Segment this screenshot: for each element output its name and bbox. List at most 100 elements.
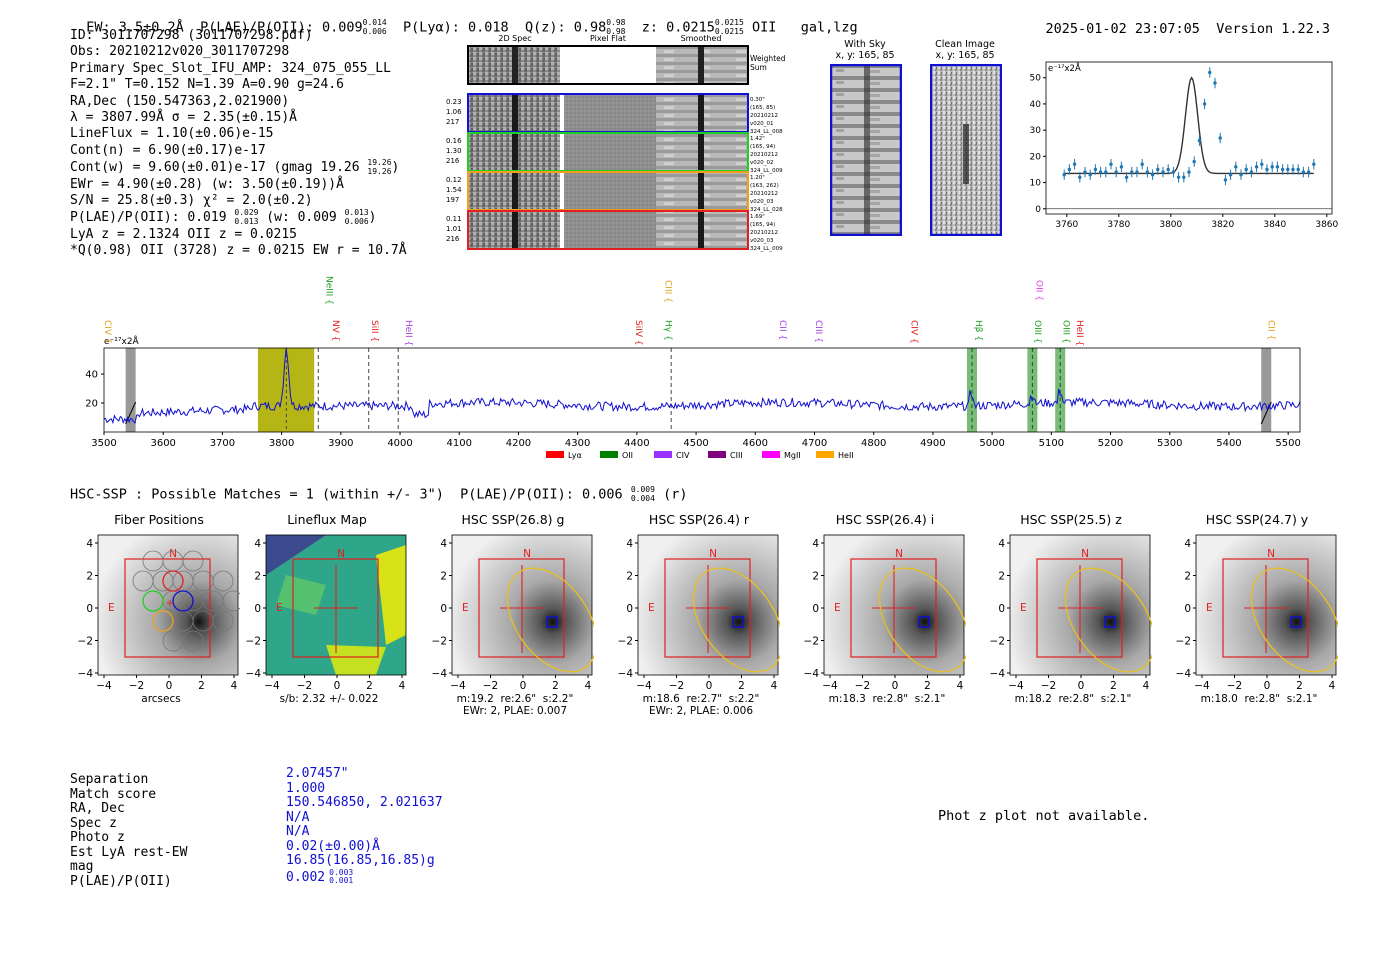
- y-tick-label: 20: [1030, 152, 1042, 162]
- line-marker-label: NV {: [330, 320, 340, 341]
- x-tick-label: 2: [198, 680, 205, 692]
- zoom-data-point: [1078, 172, 1082, 183]
- line-marker-label: SiII {: [369, 320, 379, 342]
- y-tick-label: 2: [86, 571, 93, 583]
- cutout-left-value: 197: [446, 196, 459, 204]
- spectrum-axes: [103, 347, 1301, 433]
- y-tick-label: 4: [440, 538, 447, 550]
- cutout-row: 0.12 1.54 197 1.20" (163, 262) 20210212 v020_0…: [446, 171, 783, 213]
- x-tick-label: 4800: [861, 438, 886, 449]
- y-tick-label: 0: [86, 603, 93, 615]
- cutout-right-value: (165, 85): [750, 105, 775, 111]
- legend-item: Lyα: [546, 451, 582, 460]
- hsc-image: 4 2 0 −2 −4−4 −2 0 2 4 N E: [1176, 534, 1342, 692]
- cutout-right-value: v020_02: [750, 160, 774, 166]
- x-tick-label: 4100: [447, 438, 472, 449]
- y-tick-label: 2: [812, 571, 819, 583]
- cutout-left-value: 216: [446, 157, 460, 165]
- zoom-data-point: [1156, 164, 1160, 175]
- x-tick-label: 3500: [91, 438, 116, 449]
- info-primary: Primary Spec_Slot_IFU_AMP: 324_075_055_L…: [70, 60, 391, 76]
- zoom-data-point: [1301, 166, 1306, 178]
- hsc-image: 4 2 0 −2 −4−4 −2 0 2 4 N E: [246, 534, 407, 692]
- x-tick-label: −4: [822, 680, 838, 692]
- hsc-caption: m:18.6 re:2.7" s:2.2": [642, 693, 760, 705]
- cutout-right-value: 1.42": [750, 136, 765, 142]
- x-tick-label: 4400: [624, 438, 649, 449]
- y-tick-label: 40: [1030, 100, 1042, 110]
- north-label: N: [895, 548, 903, 560]
- zoom-data-point: [1265, 164, 1269, 175]
- cutout-right-value: (165, 94): [750, 144, 775, 150]
- line-marker-label: CIII {: [813, 320, 823, 343]
- x-tick-label: −4: [1008, 680, 1024, 692]
- match-label: Match score: [70, 786, 157, 802]
- east-label: E: [108, 602, 115, 614]
- x-tick-label: 4000: [387, 438, 412, 449]
- timestamp: 2025-01-02 23:07:05: [1045, 21, 1200, 37]
- y-tick-label: 4: [812, 538, 819, 550]
- x-tick-label: 3800: [269, 438, 294, 449]
- info-radec: RA,Dec (150.547363,2.021900): [70, 93, 290, 109]
- x-tick-label: 3780: [1107, 220, 1130, 230]
- cutout-right-value: 20210212: [750, 191, 778, 197]
- legend-item: OII: [600, 451, 633, 460]
- line-marker-label: CIII {: [663, 280, 673, 303]
- line-marker-label: CII {: [1265, 320, 1275, 340]
- cutout-left-value: 0.11: [446, 215, 462, 223]
- hsc-image: 4 2 0 −2 −4−4 −2 0 2 4 N E: [804, 534, 970, 692]
- line-marker-label: CIV {: [908, 320, 918, 344]
- cutout-right-value: 324_LL_009: [750, 168, 783, 174]
- zoom-data-point: [1135, 166, 1139, 178]
- y-tick-label: −2: [804, 636, 819, 648]
- info-contn: Cont(n) = 6.90(±0.17)e-17: [70, 142, 266, 158]
- info-ewr: EWr = 4.90(±0.28) (w: 3.50(±0.19))Å: [70, 176, 344, 192]
- match-value: 0.02(±0.00)Å: [286, 838, 380, 854]
- x-tick-label: 0: [1264, 680, 1271, 692]
- zoom-data-point: [1104, 166, 1108, 178]
- weighted-label: Weighted Sum: [750, 54, 786, 72]
- east-label: E: [1020, 602, 1027, 614]
- zoom-data-point: [1192, 156, 1196, 167]
- zoom-data-point: [1093, 164, 1098, 175]
- cutout-left-value: 1.01: [446, 225, 462, 233]
- match-label: RA, Dec: [70, 801, 125, 816]
- zoom-data-point: [1244, 164, 1248, 175]
- with-sky-title: With Sky x, y: 165, 85: [835, 39, 895, 61]
- zoom-data-point: [1249, 166, 1254, 178]
- with-sky-image: [830, 64, 902, 236]
- match-value: 2.07457": [286, 766, 349, 781]
- north-label: N: [1081, 548, 1089, 560]
- cutout-right-value: 20210212: [750, 113, 778, 119]
- y-tick-label: −4: [432, 668, 448, 680]
- timestamp-version: 2025-01-02 23:07:05 Version 1.22.3: [1029, 5, 1331, 37]
- x-tick-label: 5500: [1275, 438, 1300, 449]
- y-tick-label: 0: [998, 603, 1005, 615]
- hsc-image: 4 2 0 −2 −4−4 −2 0 2 4 N E: [618, 534, 784, 692]
- info-plae: P(LAE)/P(OII): 0.019 0.029 0.013 (w: 0.00…: [70, 208, 377, 226]
- x-tick-label: 4600: [743, 438, 768, 449]
- clean-image-title: Clean Image x, y: 165, 85: [935, 39, 995, 61]
- zoom-data-point: [1239, 169, 1243, 180]
- col-smoothed: Smoothed: [681, 34, 722, 43]
- spectrum-legend: Lyα OII CIV CIII MgII HeII: [546, 451, 854, 460]
- north-label: N: [337, 548, 345, 560]
- y-tick-label: 4: [254, 538, 261, 550]
- match-label: P(LAE)/P(OII): [70, 873, 172, 889]
- zoom-data-point: [1124, 172, 1129, 183]
- east-label: E: [648, 602, 655, 614]
- info-lineflux: LineFlux = 1.10(±0.06)e-15: [70, 126, 274, 142]
- svg-text:CIII: CIII: [730, 451, 743, 460]
- plae-value: P(LAE)/P(OII): 0.009: [200, 19, 363, 36]
- col-2dspec: 2D Spec: [498, 34, 531, 43]
- legend-item: CIII: [708, 451, 743, 460]
- east-label: E: [276, 602, 283, 614]
- x-tick-label: 4900: [920, 438, 945, 449]
- cutout-right-value: (165, 94): [750, 222, 775, 228]
- y-tick-label: 10: [1030, 179, 1042, 189]
- zoom-data-point: [1296, 164, 1300, 175]
